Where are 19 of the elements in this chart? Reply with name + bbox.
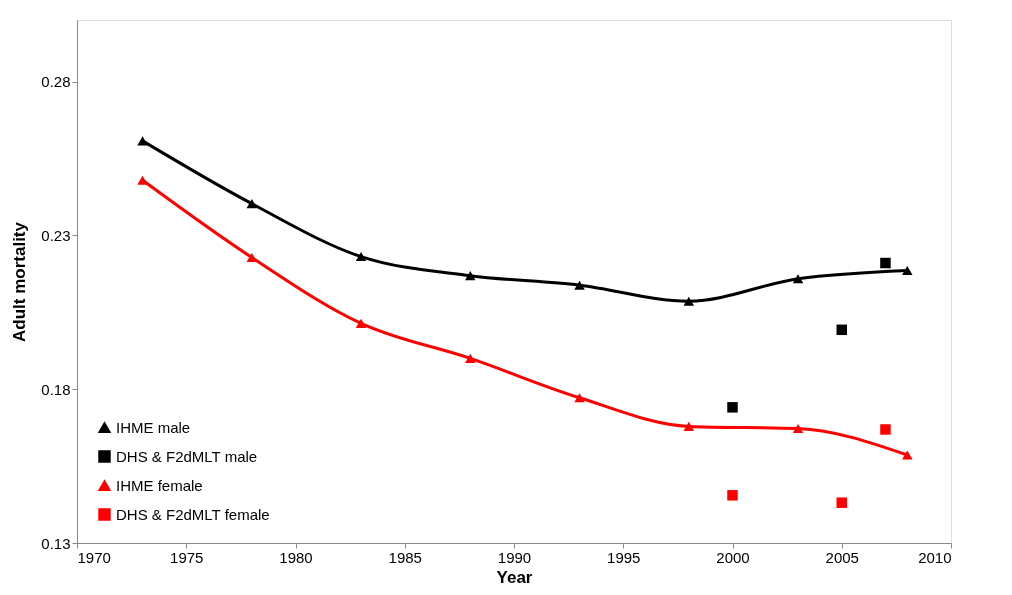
legend-label: IHME male <box>116 418 191 436</box>
y-tick-label: 0.18 <box>41 380 71 398</box>
legend-label: DHS & F2dMLT female <box>116 505 270 523</box>
y-axis-title: Adult mortality <box>10 221 30 342</box>
x-axis-title: Year <box>496 567 533 587</box>
x-tick-label: 1970 <box>77 548 111 566</box>
x-tick-label: 1985 <box>388 548 422 566</box>
x-tick-label: 1995 <box>607 548 641 566</box>
y-tick-label: 0.23 <box>41 226 71 244</box>
y-tick-label: 0.28 <box>41 73 71 91</box>
x-tick-label: 1975 <box>170 548 204 566</box>
x-tick-label: 1990 <box>497 548 532 566</box>
x-tick-label: 1980 <box>279 548 313 566</box>
legend-label: IHME female <box>116 476 203 494</box>
x-tick-label: 2005 <box>825 548 859 566</box>
x-tick-label: 2010 <box>918 548 952 566</box>
x-tick-label: 2000 <box>716 548 750 566</box>
y-tick-label: 0.13 <box>41 534 71 552</box>
legend-label: DHS & F2dMLT male <box>116 447 258 465</box>
